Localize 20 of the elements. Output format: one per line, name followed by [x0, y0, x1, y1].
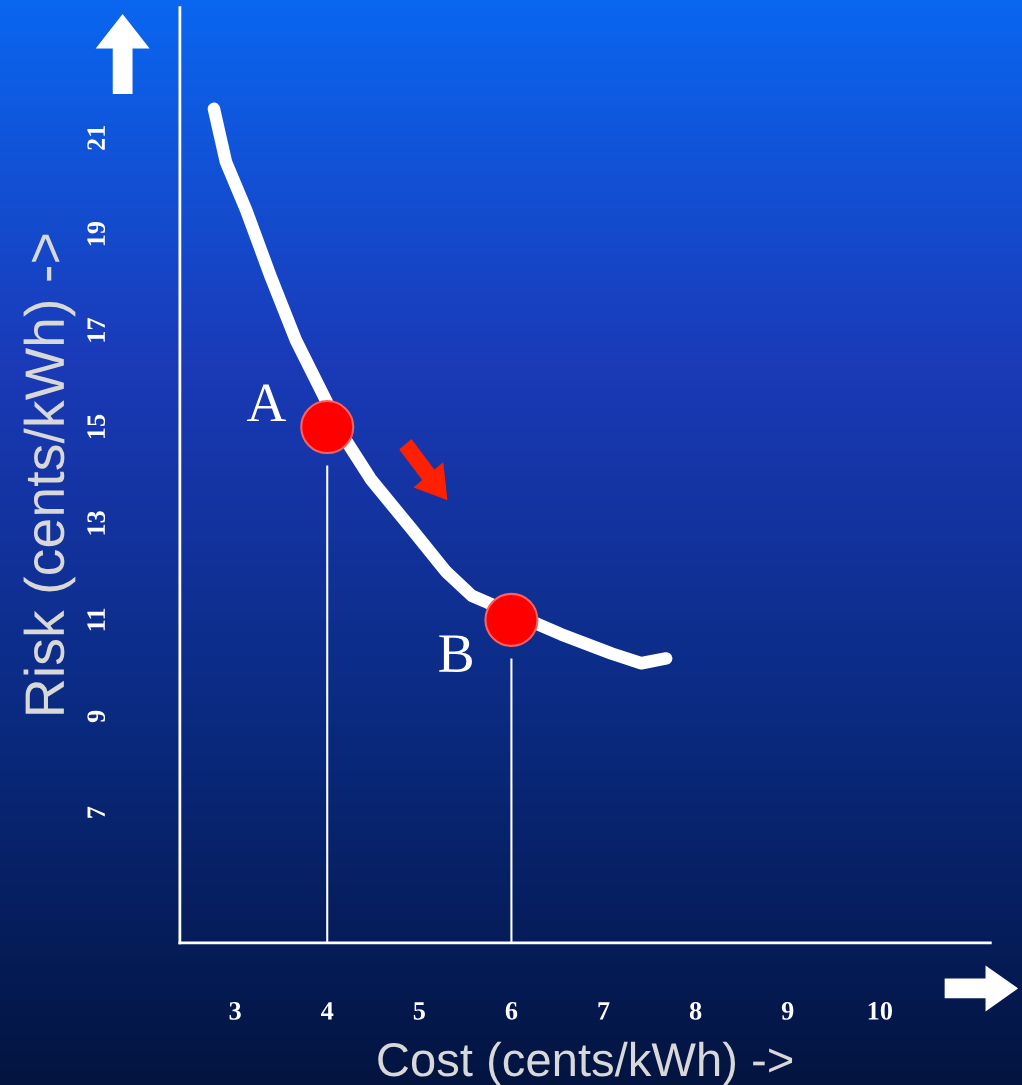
x-tick-label: 6: [505, 1002, 518, 1020]
x-axis-title: Cost (cents/kWh) ->: [378, 1041, 793, 1085]
y-axis-title: Risk (cents/kWh) ->: [23, 234, 76, 714]
x-tick-label: 9: [781, 1002, 794, 1020]
y-tick-label: 17: [87, 318, 105, 342]
y-tick-label: 13: [87, 511, 106, 535]
y-tick-label: 19: [87, 221, 106, 246]
x-tick-label: 4: [320, 1002, 334, 1020]
annotation: B: [439, 635, 472, 672]
y-tick-label: 9: [87, 710, 106, 723]
x-tick-label: 8: [689, 1001, 702, 1020]
y-tick-label: 21: [87, 125, 105, 150]
x-tick-label: 5: [413, 1002, 425, 1020]
x-tick-label: 3: [229, 1002, 241, 1020]
y-tick-label: 15: [87, 414, 106, 439]
y-tick-label: 7: [87, 806, 105, 818]
annotation: A: [246, 384, 287, 422]
y-tick-label: 11: [87, 608, 105, 631]
x-tick-label: 7: [598, 1002, 610, 1020]
x-tick-label: 10: [868, 1001, 892, 1020]
